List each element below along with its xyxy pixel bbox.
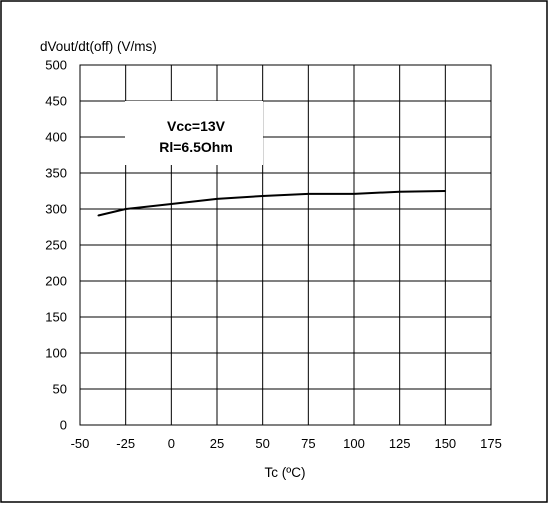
x-tick-label: 150 (434, 436, 456, 451)
x-tick-label: -50 (71, 436, 90, 451)
data-point (307, 193, 310, 195)
annotation-line-rl: Rl=6.5Ohm (159, 139, 233, 155)
x-tick-label: 50 (255, 436, 269, 451)
data-point (124, 208, 127, 210)
annotation-line-vcc: Vcc=13V (167, 118, 226, 134)
data-point (353, 193, 355, 195)
y-tick-label: 150 (45, 310, 67, 325)
y-tick-label: 450 (45, 94, 67, 109)
y-tick-label: 50 (53, 382, 67, 397)
y-tick-label: 400 (45, 130, 67, 145)
x-tick-label: 0 (168, 436, 175, 451)
x-tick-label: -25 (116, 436, 135, 451)
x-tick-labels: -50 -25 0 25 50 75 100 125 150 175 (71, 436, 502, 451)
data-point (398, 190, 401, 193)
x-tick-label: 75 (301, 436, 315, 451)
x-tick-label: 125 (389, 436, 411, 451)
data-point (97, 214, 100, 217)
y-tick-label: 100 (45, 346, 67, 361)
y-tick-label: 300 (45, 202, 67, 217)
x-tick-label: 100 (343, 436, 365, 451)
y-tick-labels: 0 50 100 150 200 250 300 350 400 450 500 (45, 58, 67, 433)
annotation-box: Vcc=13V Rl=6.5Ohm (125, 101, 263, 165)
data-point (216, 198, 218, 200)
y-axis-title: dVout/dt(off) (V/ms) (40, 39, 157, 54)
series-layer (97, 190, 447, 217)
y-tick-label: 500 (45, 58, 67, 73)
y-tick-label: 0 (60, 418, 67, 433)
data-point (261, 195, 264, 197)
x-axis-title: Tc (ºC) (265, 465, 306, 480)
data-point (444, 190, 447, 192)
y-tick-label: 350 (45, 166, 67, 181)
y-tick-label: 250 (45, 238, 67, 253)
data-point (170, 203, 173, 205)
grid-lines (80, 65, 491, 425)
x-tick-label: 175 (480, 436, 502, 451)
y-tick-label: 200 (45, 274, 67, 289)
x-tick-label: 25 (210, 436, 224, 451)
plot-area-frame (79, 64, 492, 426)
